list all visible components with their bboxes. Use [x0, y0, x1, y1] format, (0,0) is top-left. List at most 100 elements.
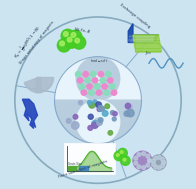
Circle shape — [87, 101, 92, 105]
Circle shape — [161, 164, 164, 168]
Circle shape — [110, 84, 115, 89]
Circle shape — [154, 156, 158, 160]
Circle shape — [134, 156, 138, 160]
Circle shape — [73, 115, 78, 119]
Circle shape — [79, 84, 85, 89]
Circle shape — [75, 71, 81, 77]
FancyBboxPatch shape — [79, 166, 88, 170]
Circle shape — [152, 159, 155, 163]
Circle shape — [137, 153, 141, 156]
Circle shape — [15, 17, 181, 183]
Circle shape — [102, 111, 108, 116]
Circle shape — [123, 158, 126, 161]
Circle shape — [152, 162, 155, 166]
Circle shape — [57, 39, 71, 52]
Circle shape — [94, 118, 102, 126]
Circle shape — [116, 153, 119, 156]
Circle shape — [97, 120, 102, 125]
Text: $Nd_2Fe_{14}B$: $Nd_2Fe_{14}B$ — [74, 25, 93, 36]
Circle shape — [126, 104, 132, 110]
Circle shape — [91, 71, 96, 77]
Circle shape — [127, 109, 134, 117]
Circle shape — [93, 78, 98, 83]
Circle shape — [106, 71, 111, 77]
Circle shape — [89, 103, 94, 108]
Circle shape — [158, 156, 161, 159]
Circle shape — [94, 84, 100, 89]
Circle shape — [124, 111, 129, 116]
Circle shape — [83, 71, 88, 77]
Circle shape — [73, 36, 86, 49]
FancyBboxPatch shape — [64, 143, 114, 174]
Circle shape — [76, 57, 120, 100]
Circle shape — [98, 118, 103, 122]
Text: $J_{ex}$: $J_{ex}$ — [145, 49, 153, 57]
Circle shape — [77, 78, 83, 83]
Text: $K_{u}=\frac{1}{4}\mu_{0}M^{2}(1-N)$: $K_{u}=\frac{1}{4}\mu_{0}M^{2}(1-N)$ — [12, 23, 46, 62]
Circle shape — [104, 90, 109, 95]
Circle shape — [133, 151, 152, 170]
Circle shape — [92, 122, 98, 129]
Circle shape — [88, 125, 93, 130]
FancyBboxPatch shape — [68, 166, 76, 170]
Circle shape — [93, 100, 97, 104]
Circle shape — [112, 117, 116, 121]
Circle shape — [113, 112, 117, 116]
Wedge shape — [54, 100, 142, 144]
Circle shape — [71, 33, 76, 37]
Circle shape — [88, 114, 93, 119]
Polygon shape — [128, 24, 133, 43]
Circle shape — [67, 37, 72, 42]
Circle shape — [78, 101, 83, 105]
Circle shape — [72, 122, 79, 129]
Circle shape — [162, 161, 166, 164]
Wedge shape — [24, 77, 54, 93]
Circle shape — [96, 102, 102, 108]
Circle shape — [102, 84, 107, 89]
Circle shape — [101, 107, 105, 111]
Circle shape — [94, 75, 102, 82]
Circle shape — [76, 100, 120, 144]
Text: Grain Size: Grain Size — [68, 162, 82, 166]
Circle shape — [81, 90, 86, 95]
Circle shape — [151, 155, 166, 170]
Circle shape — [87, 84, 92, 89]
Circle shape — [75, 38, 80, 43]
Circle shape — [108, 78, 113, 83]
Circle shape — [154, 165, 158, 169]
Circle shape — [64, 32, 68, 36]
Circle shape — [114, 151, 123, 161]
Circle shape — [111, 111, 115, 115]
Circle shape — [111, 90, 117, 95]
Circle shape — [148, 159, 151, 163]
Polygon shape — [22, 99, 37, 129]
Circle shape — [134, 161, 138, 165]
Circle shape — [108, 131, 113, 135]
Circle shape — [66, 119, 71, 123]
Circle shape — [89, 101, 96, 108]
Polygon shape — [133, 35, 161, 52]
Circle shape — [98, 71, 103, 77]
Circle shape — [100, 78, 105, 83]
Circle shape — [105, 104, 110, 109]
Circle shape — [142, 152, 146, 156]
Circle shape — [146, 154, 150, 158]
Circle shape — [137, 165, 141, 169]
Circle shape — [120, 151, 123, 153]
Polygon shape — [36, 77, 41, 93]
Circle shape — [96, 90, 102, 95]
Circle shape — [60, 41, 64, 46]
Circle shape — [97, 107, 102, 112]
Circle shape — [162, 161, 166, 164]
Circle shape — [92, 120, 99, 128]
Text: Exchange coupling: Exchange coupling — [119, 3, 151, 29]
Wedge shape — [54, 57, 142, 100]
Circle shape — [158, 166, 161, 170]
Circle shape — [146, 163, 150, 167]
Circle shape — [98, 105, 104, 111]
Polygon shape — [128, 35, 159, 43]
Circle shape — [118, 148, 127, 158]
Circle shape — [85, 78, 90, 83]
Text: Finite size effect of magnets: Finite size effect of magnets — [57, 159, 108, 179]
Circle shape — [121, 156, 130, 165]
